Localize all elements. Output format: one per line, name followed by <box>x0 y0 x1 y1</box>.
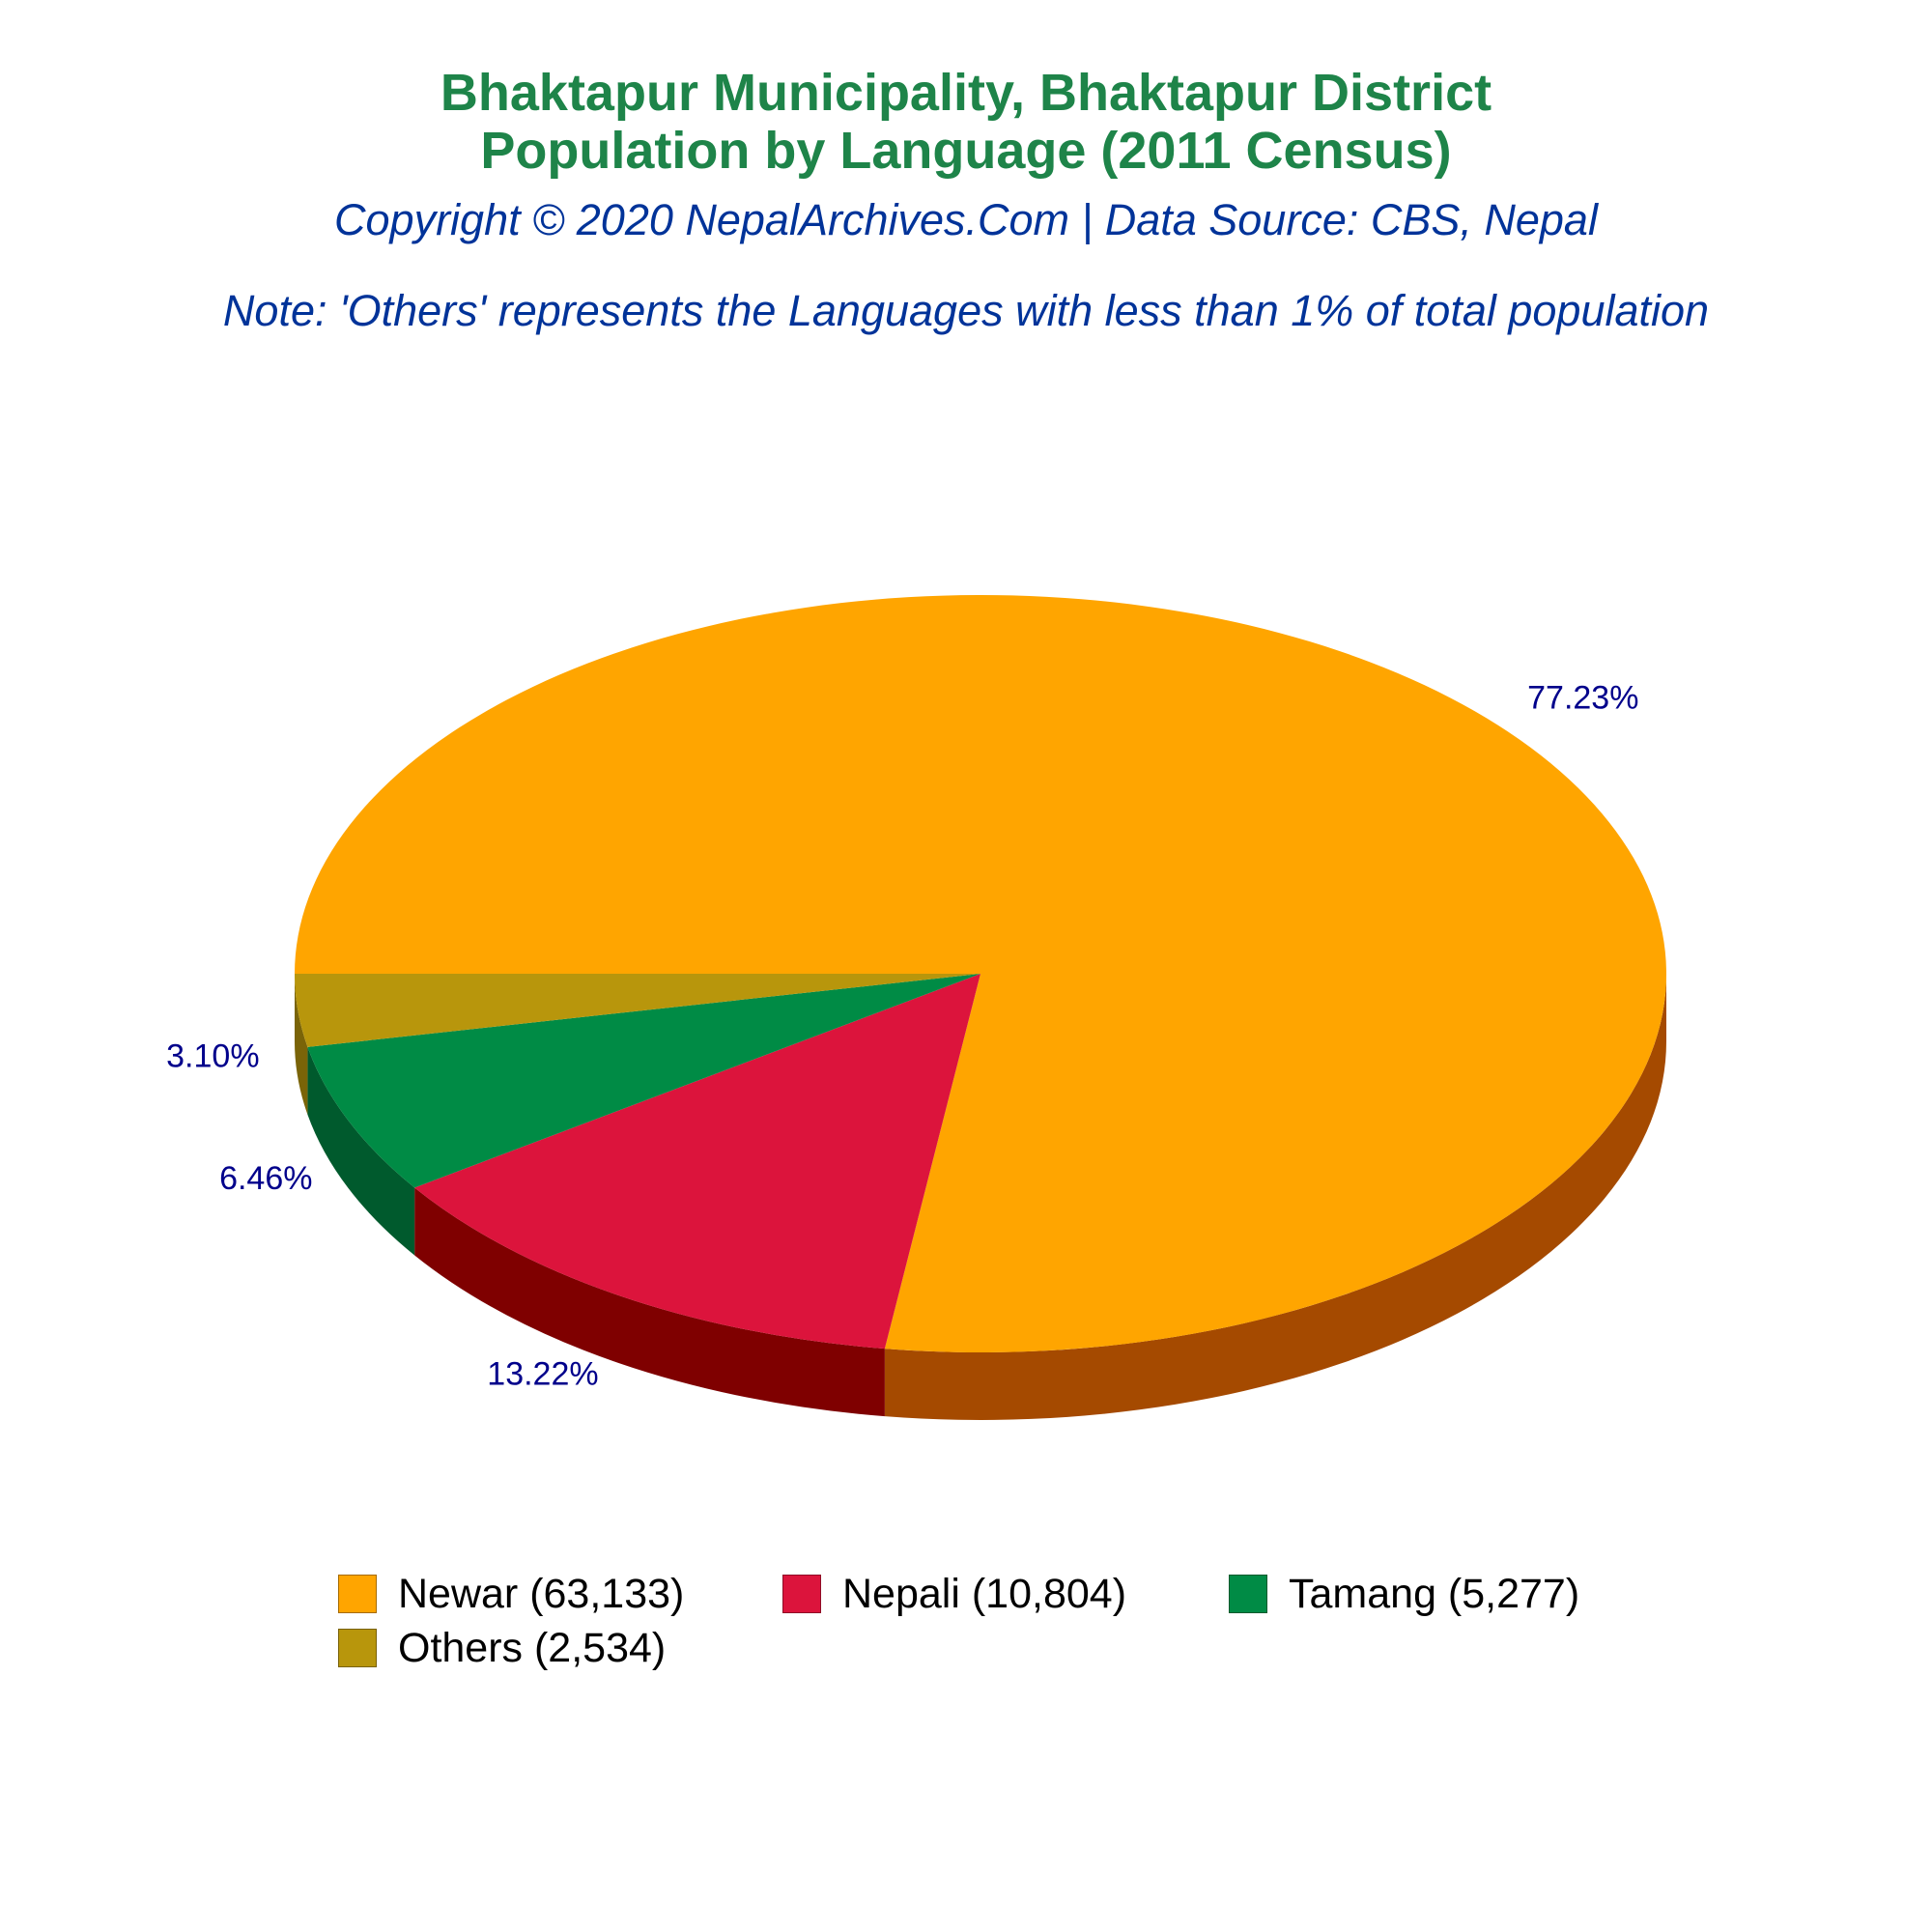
legend-swatch-newar <box>338 1575 377 1613</box>
pct-label-newar: 77.23% <box>1527 679 1638 716</box>
legend-item-tamang: Tamang (5,277) <box>1229 1565 1579 1623</box>
pie-slice-nepali <box>414 974 980 1350</box>
pie-side-tamang <box>307 1046 415 1256</box>
pie-slice-newar <box>295 594 1667 1352</box>
legend-label-others: Others (2,534) <box>398 1624 667 1671</box>
pct-label-tamang: 6.46% <box>219 1160 312 1197</box>
legend-item-newar: Newar (63,133) <box>338 1565 684 1623</box>
legend-label-nepali: Nepali (10,804) <box>842 1570 1127 1617</box>
legend-item-nepali: Nepali (10,804) <box>782 1565 1126 1623</box>
copyright-text: Copyright © 2020 NepalArchives.Com | Dat… <box>334 195 1598 244</box>
note-text: Note: 'Others' represents the Languages … <box>222 286 1710 335</box>
pie-side-others <box>295 974 308 1115</box>
pie-side-nepali <box>414 1187 885 1417</box>
legend-swatch-nepali <box>782 1575 821 1613</box>
pie-labels: 77.23% 13.22% 6.46% 3.10% <box>166 679 1638 1392</box>
legend-swatch-tamang <box>1229 1575 1267 1613</box>
legend-label-tamang: Tamang (5,277) <box>1289 1570 1580 1617</box>
pie-side-newar <box>884 974 1666 1420</box>
pct-label-nepali: 13.22% <box>487 1355 598 1392</box>
legend-swatch-others <box>338 1629 377 1667</box>
pie-slice-tamang <box>307 974 981 1188</box>
legend-item-others: Others (2,534) <box>338 1619 666 1677</box>
pct-label-others: 3.10% <box>166 1037 259 1074</box>
pie-slice-others <box>295 974 980 1047</box>
pie-sides <box>295 974 1666 1420</box>
pie-tops <box>295 594 1667 1352</box>
chart-title-line1: Bhaktapur Municipality, Bhaktapur Distri… <box>440 64 1492 122</box>
legend-label-newar: Newar (63,133) <box>398 1570 685 1617</box>
chart-title-line2: Population by Language (2011 Census) <box>480 122 1452 180</box>
